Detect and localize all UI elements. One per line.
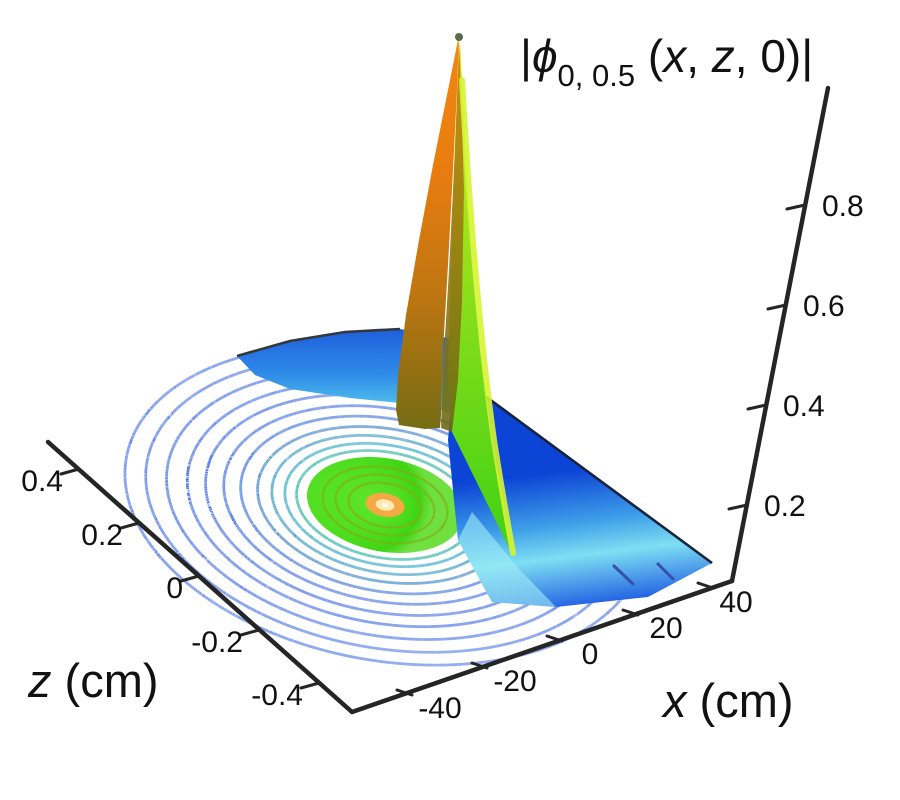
- spike-right-face: [448, 40, 513, 556]
- spike-front-face: [396, 35, 459, 429]
- x-tick-label: 40: [719, 586, 752, 619]
- x-axis-tick: [470, 661, 489, 670]
- value-axis-tick: [766, 303, 788, 311]
- surface-right-sheet-lowlight: [458, 512, 556, 607]
- z-tick-label: 0: [166, 572, 183, 605]
- x-tick-label: 20: [649, 612, 682, 645]
- plot-title: |ϕ0, 0.5 (x, z, 0)|: [520, 30, 813, 93]
- contour-core-dot: [381, 502, 389, 508]
- surface-occluder: [455, 330, 745, 565]
- surface-right-sheet-edge: [465, 380, 713, 565]
- spike-sunlit-edge: [459, 77, 516, 556]
- value-axis-tick: [785, 203, 807, 211]
- x-tick-label: -40: [418, 692, 461, 725]
- contour-ring: [159, 372, 612, 639]
- x-tick-label: -20: [493, 665, 536, 698]
- value-tick-label: 0.2: [764, 490, 806, 523]
- z-axis: 0.4 0.2 0 -0.2 -0.4 z (cm): [21, 439, 355, 715]
- x-axis-line: [349, 578, 735, 715]
- value-axis: 0.2 0.4 0.6 0.8: [727, 85, 864, 584]
- x-tick-label: 0: [582, 638, 599, 671]
- value-tick-label: 0.8: [822, 190, 864, 223]
- x-axis-tick: [621, 608, 640, 617]
- contour-ring-inner: [334, 475, 436, 535]
- z-axis-label: z (cm): [27, 654, 159, 707]
- z-tick-label: 0.2: [81, 519, 123, 552]
- z-tick-label: -0.4: [251, 679, 303, 712]
- x-axis-tick: [545, 634, 564, 643]
- value-axis-tick: [746, 403, 768, 411]
- x-axis-label: x (cm): [661, 674, 794, 727]
- spike-tip: [455, 33, 463, 41]
- z-axis-tick: [239, 628, 261, 637]
- contour-ring-inner: [316, 464, 455, 546]
- value-axis-tick: [727, 503, 749, 511]
- z-axis-tick: [179, 574, 201, 583]
- value-tick-label: 0.6: [803, 290, 845, 323]
- z-tick-label: -0.2: [191, 626, 243, 659]
- x-axis-tick: [395, 688, 414, 697]
- contour-ring-inner: [297, 453, 472, 556]
- surface-left-wing-edge: [236, 327, 401, 358]
- x-axis: -40 -20 0 20 40 x (cm): [349, 578, 794, 727]
- z-axis-tick: [119, 521, 141, 530]
- contour-dash: [656, 562, 675, 581]
- x-axis-tick: [696, 581, 715, 590]
- value-tick-label: 0.4: [783, 390, 825, 423]
- z-axis-tick: [299, 681, 321, 690]
- spike-ridge-shadow: [441, 40, 464, 432]
- value-axis-line: [729, 85, 831, 584]
- contour-dash: [612, 564, 635, 586]
- z-axis-tick: [59, 467, 81, 476]
- z-tick-label: 0.4: [21, 465, 63, 498]
- peeking-contour-dashes: [612, 562, 675, 586]
